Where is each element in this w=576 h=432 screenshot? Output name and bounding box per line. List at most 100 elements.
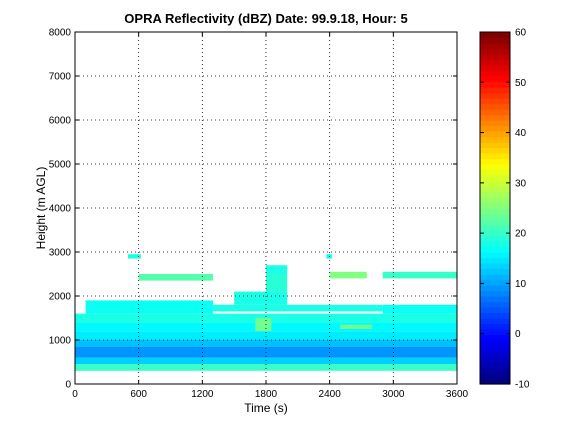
colorbar-swatch xyxy=(480,70,510,77)
colorbar-swatch xyxy=(480,307,510,314)
colorbar-swatch xyxy=(480,279,510,286)
y-tick-label: 2000 xyxy=(49,292,72,303)
colorbar-swatch xyxy=(480,153,510,160)
x-tick-label: 1200 xyxy=(191,389,214,400)
colorbar-swatch xyxy=(480,147,510,154)
colorbar-swatch xyxy=(480,246,510,253)
colorbar-swatch xyxy=(480,81,510,88)
colorbar: -10 0 10 20 30 40 50 60 xyxy=(479,28,530,391)
reflectivity-cell xyxy=(138,274,213,281)
colorbar-tick-label: 10 xyxy=(515,279,527,290)
reflectivity-cell xyxy=(340,324,373,329)
reflectivity-cell xyxy=(75,364,457,371)
colorbar-tick-label: 30 xyxy=(515,178,527,189)
colorbar-swatch xyxy=(480,323,510,330)
x-tick-label: 0 xyxy=(72,389,78,400)
colorbar-swatch xyxy=(480,274,510,281)
colorbar-tick-label: -10 xyxy=(515,380,530,391)
x-axis-label: Time (s) xyxy=(244,401,288,415)
colorbar-swatch xyxy=(480,87,510,94)
colorbar-tick-label: 50 xyxy=(515,78,527,89)
colorbar-swatch xyxy=(480,312,510,319)
colorbar-swatch xyxy=(480,263,510,270)
x-tick-label: 2400 xyxy=(319,389,342,400)
x-tick-label: 3600 xyxy=(446,389,469,400)
colorbar-swatch xyxy=(480,202,510,209)
colorbar-swatch xyxy=(480,136,510,143)
colorbar-swatch xyxy=(480,131,510,138)
colorbar-swatch xyxy=(480,252,510,259)
reflectivity-cell xyxy=(266,274,288,292)
colorbar-swatch xyxy=(480,175,510,182)
colorbar-swatch xyxy=(480,373,510,380)
colorbar-tick-label: 40 xyxy=(515,128,527,139)
colorbar-swatch xyxy=(480,164,510,171)
colorbar-swatch xyxy=(480,76,510,83)
reflectivity-cell xyxy=(329,271,367,279)
y-axis-ticks: 0 1000 2000 3000 4000 5000 6000 7000 8000 xyxy=(49,28,457,391)
colorbar-swatch xyxy=(480,158,510,165)
colorbar-swatch xyxy=(480,219,510,226)
colorbar-swatch xyxy=(480,92,510,99)
colorbar-swatch xyxy=(480,362,510,369)
colorbar-tick-label: 0 xyxy=(515,329,521,340)
reflectivity-cell xyxy=(326,254,332,259)
colorbar-swatch xyxy=(480,103,510,110)
y-tick-label: 7000 xyxy=(49,72,72,83)
grid xyxy=(75,32,457,384)
colorbar-swatch xyxy=(480,109,510,116)
y-tick-label: 6000 xyxy=(49,116,72,127)
colorbar-swatch xyxy=(480,290,510,297)
y-tick-label: 5000 xyxy=(49,160,72,171)
reflectivity-cell xyxy=(85,300,213,314)
x-tick-label: 1800 xyxy=(255,389,278,400)
y-tick-label: 3000 xyxy=(49,248,72,259)
colorbar-swatch xyxy=(480,59,510,66)
x-axis-ticks: 0 600 1200 1800 2400 3000 3600 xyxy=(72,32,469,400)
colorbar-swatch xyxy=(480,301,510,308)
chart-title: OPRA Reflectivity (dBZ) Date: 99.9.18, H… xyxy=(124,11,407,26)
reflectivity-cell xyxy=(75,331,457,340)
colorbar-swatch xyxy=(480,37,510,44)
reflectivity-cell xyxy=(75,340,457,347)
reflectivity-cell xyxy=(234,291,288,305)
colorbar-swatch xyxy=(480,356,510,363)
colorbar-swatch xyxy=(480,378,510,385)
reflectivity-cell xyxy=(212,304,383,312)
reflectivity-cell xyxy=(255,318,272,332)
colorbar-swatch xyxy=(480,285,510,292)
reflectivity-cell xyxy=(382,304,457,314)
colorbar-swatch xyxy=(480,230,510,237)
y-tick-label: 1000 xyxy=(49,336,72,347)
colorbar-swatch xyxy=(480,345,510,352)
colorbar-swatch xyxy=(480,114,510,121)
reflectivity-cell xyxy=(382,271,457,279)
colorbar-swatch xyxy=(480,257,510,264)
colorbar-swatch xyxy=(480,224,510,231)
colorbar-swatch xyxy=(480,213,510,220)
x-tick-label: 600 xyxy=(130,389,147,400)
colorbar-swatch xyxy=(480,142,510,149)
colorbar-swatch xyxy=(480,169,510,176)
y-axis-label: Height (m AGL) xyxy=(34,167,48,250)
reflectivity-cell xyxy=(128,254,141,259)
colorbar-swatch xyxy=(480,334,510,341)
colorbar-swatch xyxy=(480,65,510,72)
colorbar-frame xyxy=(479,31,511,385)
colorbar-swatch xyxy=(480,329,510,336)
x-tick-label: 3000 xyxy=(382,389,405,400)
colorbar-swatch xyxy=(480,208,510,215)
colorbar-swatch xyxy=(480,98,510,105)
y-tick-label: 0 xyxy=(65,380,71,391)
colorbar-swatch xyxy=(480,351,510,358)
colorbar-swatch xyxy=(480,43,510,50)
reflectivity-cell xyxy=(266,265,288,274)
colorbar-swatch xyxy=(480,268,510,275)
y-tick-label: 8000 xyxy=(49,28,72,39)
colorbar-swatch xyxy=(480,186,510,193)
colorbar-swatch xyxy=(480,120,510,127)
y-tick-label: 4000 xyxy=(49,204,72,215)
colorbar-swatch xyxy=(480,48,510,55)
colorbar-tick-label: 20 xyxy=(515,229,527,240)
